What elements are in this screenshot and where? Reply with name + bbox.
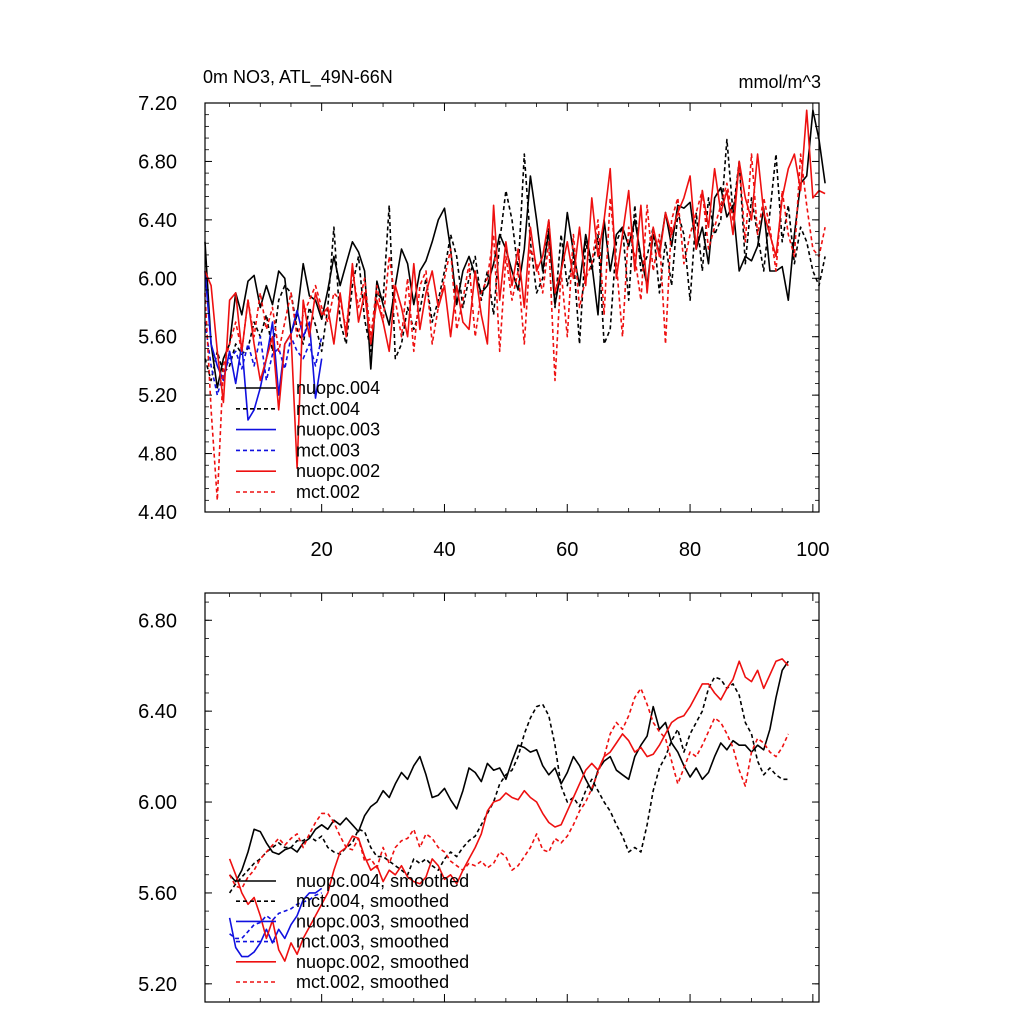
- y-axis-top: 4.40 4.80 5.20 5.60 6.00 6.40 6.80 7.20: [138, 93, 819, 524]
- y-tick-label: 5.20: [138, 974, 177, 996]
- x-axis-bottom: [229, 593, 814, 1002]
- y-tick-label: 6.40: [138, 701, 177, 723]
- x-tick-label: 100: [796, 539, 829, 561]
- legend-label-mct-003-smoothed: mct.003, smoothed: [296, 932, 449, 952]
- series-line-mct-003: [204, 321, 323, 396]
- y-tick-label: 6.80: [138, 151, 177, 173]
- legend-label-mct-002-smoothed: mct.002, smoothed: [296, 972, 449, 992]
- y-tick-label: 4.80: [138, 444, 177, 466]
- plot-frame-bottom: [204, 592, 820, 1003]
- y-tick-label: 6.00: [138, 792, 177, 814]
- series-line-mct-002: [204, 153, 826, 502]
- legend-label-nuopc-004-smoothed: nuopc.004, smoothed: [296, 871, 469, 891]
- y-tick-label: 6.00: [138, 268, 177, 290]
- legend-label-nuopc-003: nuopc.003: [296, 420, 380, 440]
- legend-label-mct-004-smoothed: mct.004, smoothed: [296, 891, 449, 911]
- x-tick-label: 20: [311, 539, 333, 561]
- series-line-nuopc-004-smoothed: [229, 660, 789, 883]
- y-tick-label: 5.60: [138, 327, 177, 349]
- series-group-bottom: [228, 658, 790, 962]
- series-line-nuopc-004: [204, 109, 826, 389]
- y-tick-label: 4.40: [138, 502, 177, 524]
- legend-label-nuopc-002: nuopc.002: [296, 461, 380, 481]
- y-tick-label: 6.40: [138, 210, 177, 232]
- series-line-nuopc-002: [204, 109, 826, 470]
- x-tick-label: 80: [679, 539, 701, 561]
- legend-top: nuopc.004mct.004nuopc.003mct.003nuopc.00…: [236, 378, 380, 502]
- panel-top: 0m NO3, ATL_49N-66N mmol/m^3 4.40 4.80 5.2…: [138, 67, 829, 561]
- series-line-mct-004-smoothed: [228, 676, 789, 894]
- chart-title: 0m NO3, ATL_49N-66N: [203, 67, 393, 88]
- y-tick-label: 5.60: [138, 883, 177, 905]
- y-axis-bottom: 5.20 5.60 6.00 6.40 6.80: [138, 601, 819, 1003]
- plot-area-top: 4.40 4.80 5.20 5.60 6.00 6.40 6.80 7.20 20 40 60 80…: [138, 93, 829, 561]
- series-line-nuopc-002-smoothed: [228, 658, 789, 962]
- legend-label-mct-003: mct.003: [296, 440, 360, 460]
- x-axis-top: 20 40 60 80 100: [229, 103, 830, 561]
- plot-frame-top: [204, 102, 820, 513]
- series-line-mct-002-smoothed: [228, 687, 790, 890]
- units-label: mmol/m^3: [739, 72, 821, 92]
- series-group-top: [204, 109, 826, 502]
- y-tick-label: 6.80: [138, 610, 177, 632]
- legend-label-nuopc-003-smoothed: nuopc.003, smoothed: [296, 911, 469, 931]
- legend-label-nuopc-002-smoothed: nuopc.002, smoothed: [296, 952, 469, 972]
- y-tick-label: 7.20: [138, 93, 177, 115]
- legend-label-mct-004: mct.004: [296, 399, 360, 419]
- legend-label-nuopc-004: nuopc.004: [296, 378, 380, 398]
- legend-label-mct-002: mct.002: [296, 482, 360, 502]
- x-tick-label: 60: [556, 539, 578, 561]
- x-tick-label: 40: [433, 539, 455, 561]
- y-tick-label: 5.20: [138, 385, 177, 407]
